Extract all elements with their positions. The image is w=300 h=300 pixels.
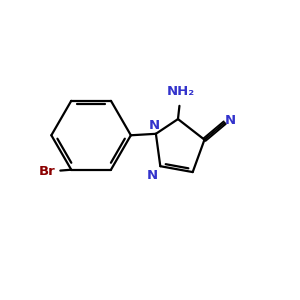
Text: Br: Br (38, 165, 55, 178)
Text: N: N (149, 119, 160, 132)
Text: N: N (224, 114, 236, 127)
Text: NH₂: NH₂ (167, 85, 195, 98)
Text: N: N (146, 169, 158, 182)
